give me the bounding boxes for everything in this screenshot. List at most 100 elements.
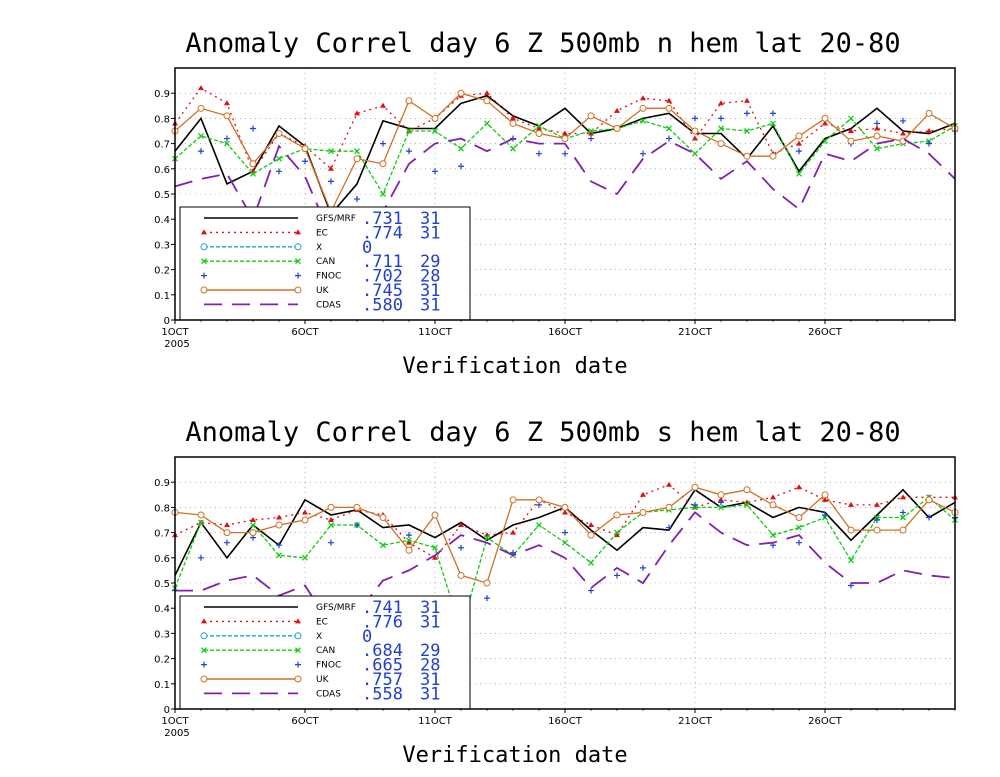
- data-point: [457, 89, 465, 97]
- data-point: [874, 125, 880, 131]
- data-point: [250, 522, 256, 528]
- data-point: [328, 517, 334, 522]
- data-point: [926, 128, 932, 133]
- legend-count: 28: [420, 656, 440, 676]
- legend-count: 28: [420, 267, 440, 287]
- y-tick-label: 0.1: [154, 291, 170, 302]
- legend-marker: [294, 632, 302, 640]
- data-point: [717, 140, 725, 148]
- legend-score: .774: [362, 223, 403, 243]
- legend-marker: [201, 647, 207, 654]
- data-point: [848, 115, 854, 122]
- data-point: [796, 484, 802, 490]
- legend-marker: [200, 243, 208, 251]
- data-point: [380, 102, 386, 108]
- data-point: [353, 155, 361, 163]
- data-point: [509, 496, 517, 504]
- data-point: [925, 109, 933, 117]
- x-tick-label: 26OCT: [808, 716, 843, 727]
- y-tick-label: 0.2: [154, 266, 170, 277]
- legend-score: .665: [362, 656, 403, 676]
- data-point: [769, 152, 777, 160]
- data-point: [458, 145, 464, 152]
- data-point: [562, 529, 568, 536]
- data-point: [874, 517, 880, 523]
- data-point: [925, 496, 933, 504]
- legend-label: EC: [316, 617, 328, 627]
- data-point: [900, 494, 906, 500]
- y-tick-label: 0.9: [154, 89, 170, 100]
- data-point: [666, 481, 672, 487]
- data-point: [718, 504, 724, 511]
- legend-label: CAN: [316, 646, 335, 656]
- legend-label: FNOC: [316, 661, 341, 671]
- y-tick-label: 0.8: [154, 114, 170, 125]
- legend-marker: [295, 272, 301, 279]
- data-point: [822, 138, 828, 145]
- data-point: [276, 168, 282, 175]
- y-tick-label: 0.5: [154, 190, 170, 201]
- legend-marker: [200, 632, 208, 640]
- data-point: [666, 524, 672, 531]
- y-tick-label: 0.7: [154, 140, 170, 151]
- data-point: [484, 120, 490, 127]
- data-point: [353, 503, 361, 511]
- data-point: [666, 135, 672, 142]
- legend-label: FNOC: [316, 272, 341, 282]
- data-point: [588, 522, 594, 528]
- data-point: [718, 100, 724, 106]
- legend-count: 29: [420, 252, 440, 272]
- plot-frame: [174, 456, 956, 710]
- x-tick-label: 6OCT: [291, 327, 319, 338]
- legend-marker: [294, 286, 302, 294]
- data-point: [822, 120, 828, 126]
- data-point: [484, 534, 490, 541]
- data-point: [562, 150, 568, 157]
- data-point: [848, 582, 854, 589]
- data-point: [588, 135, 594, 142]
- data-point: [900, 514, 906, 521]
- legend: GFS/MRF .731 31 EC .774 31 X 0 CAN .711 29 FNOC .702…: [179, 206, 471, 321]
- legend-marker: [295, 647, 301, 654]
- data-point: [198, 554, 204, 561]
- data-point: [769, 501, 777, 509]
- series-uk: [171, 483, 959, 587]
- legend-score: .558: [362, 684, 403, 704]
- data-point: [275, 521, 283, 529]
- data-point: [379, 513, 387, 521]
- data-point: [821, 491, 829, 499]
- data-point: [458, 522, 464, 528]
- data-point: [223, 112, 231, 120]
- data-point: [587, 531, 595, 539]
- data-point: [874, 120, 880, 127]
- data-point: [327, 503, 335, 511]
- legend-marker: [201, 229, 207, 235]
- x-tick-label: 21OCT: [678, 716, 713, 727]
- data-point: [223, 529, 231, 537]
- legend-label: GFS/MRF: [316, 603, 356, 613]
- data-point: [562, 509, 568, 515]
- data-point: [406, 537, 412, 544]
- data-point: [432, 554, 438, 560]
- data-point: [665, 503, 673, 511]
- data-point: [224, 100, 230, 106]
- legend-marker: [201, 661, 207, 668]
- legend-label: CAN: [316, 257, 335, 267]
- data-point: [796, 524, 802, 531]
- series-line: [174, 137, 956, 238]
- data-point: [796, 170, 802, 177]
- data-point: [536, 150, 542, 157]
- data-point: [561, 503, 569, 511]
- data-point: [276, 552, 282, 559]
- data-point: [770, 532, 776, 539]
- legend-label: UK: [316, 675, 330, 685]
- y-tick-label: 0.9: [154, 478, 170, 489]
- data-point: [197, 511, 205, 519]
- x-tick-label: 6OCT: [291, 716, 319, 727]
- data-point: [328, 165, 334, 171]
- data-point: [432, 168, 438, 175]
- data-point: [379, 160, 387, 168]
- data-point: [457, 571, 465, 579]
- data-point: [431, 114, 439, 122]
- data-point: [380, 542, 386, 549]
